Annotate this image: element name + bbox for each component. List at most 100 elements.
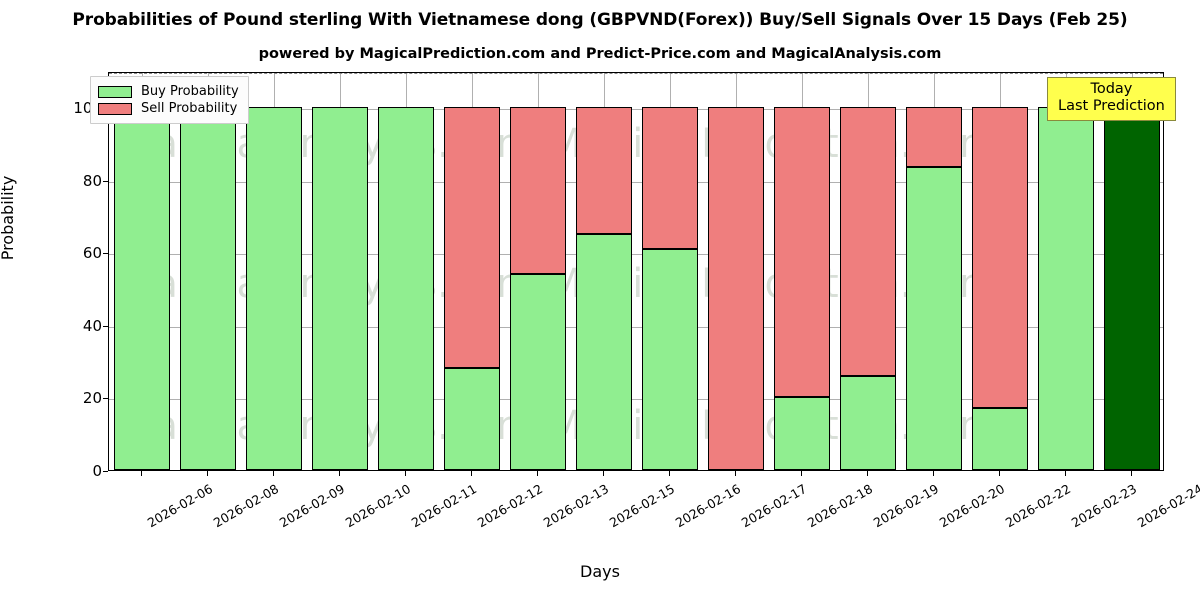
bar-segment-buy[interactable] [245, 107, 303, 470]
chart-title: Probabilities of Pound sterling With Vie… [72, 10, 1128, 30]
today-annotation-line2: Last Prediction [1058, 98, 1165, 115]
y-axis-tick-label: 0 [92, 462, 102, 480]
x-axis-tick-label: 2026-02-17 [738, 481, 810, 531]
x-axis-tick-label: 2026-02-11 [408, 481, 480, 531]
x-axis-tick-mark [669, 471, 670, 476]
x-axis-tick-mark [801, 471, 802, 476]
legend-item-label: Sell Probability [141, 101, 238, 116]
bar-segment-sell[interactable] [905, 107, 963, 168]
bar-column[interactable] [113, 73, 171, 470]
today-annotation: Today Last Prediction [1047, 77, 1176, 122]
bar-column[interactable] [773, 73, 831, 470]
x-axis-tick-label: 2026-02-22 [1002, 481, 1074, 531]
x-axis-tick-label: 2026-02-09 [276, 481, 348, 531]
x-axis-tick-label: 2026-02-08 [210, 481, 282, 531]
x-axis-tick-label: 2026-02-13 [540, 481, 612, 531]
bar-segment-sell[interactable] [773, 107, 831, 398]
bar-segment-sell[interactable] [443, 107, 501, 369]
x-axis-tick-label: 2026-02-16 [672, 481, 744, 531]
y-axis-tick-mark [103, 253, 108, 255]
x-axis-tick-mark [537, 471, 538, 476]
y-axis-tick-mark [103, 180, 108, 182]
bar-column[interactable] [1037, 73, 1095, 470]
bar-segment-buy[interactable] [773, 397, 831, 470]
x-axis-tick-label: 2026-02-12 [474, 481, 546, 531]
bar-column[interactable] [641, 73, 699, 470]
bar-column[interactable] [509, 73, 567, 470]
x-axis-tick-label: 2026-02-20 [936, 481, 1008, 531]
x-axis-tick-mark [603, 471, 604, 476]
bar-column[interactable] [179, 73, 237, 470]
bar-segment-buy[interactable] [179, 107, 237, 470]
bar-segment-buy[interactable] [575, 234, 633, 470]
bar-segment-buy[interactable] [1037, 107, 1095, 470]
x-axis-tick-mark [999, 471, 1000, 476]
today-annotation-line1: Today [1090, 81, 1133, 97]
x-axis-label: Days [580, 562, 620, 581]
legend-item-label: Buy Probability [141, 84, 239, 99]
x-axis-tick-label: 2026-02-06 [144, 481, 216, 531]
bar-column[interactable] [575, 73, 633, 470]
y-axis-tick-mark [103, 398, 108, 400]
bar-column[interactable] [707, 73, 765, 470]
x-axis-tick-mark [273, 471, 274, 476]
chart-subtitle: powered by MagicalPrediction.com and Pre… [258, 46, 942, 62]
y-axis-tick-mark [103, 471, 108, 472]
y-axis-tick-label: 60 [82, 244, 102, 263]
x-axis-tick-mark [471, 471, 472, 476]
bar-segment-buy[interactable] [641, 248, 699, 470]
bar-segment-buy[interactable] [839, 375, 897, 470]
bar-segment-sell[interactable] [575, 107, 633, 235]
bar-segment-sell[interactable] [707, 107, 765, 470]
x-axis-tick-mark [141, 471, 142, 476]
bar-segment-buy[interactable] [113, 107, 171, 470]
legend-swatch-icon [98, 102, 132, 115]
bar-segment-buy[interactable] [311, 107, 369, 470]
x-axis-tick-label: 2026-02-10 [342, 481, 414, 531]
x-axis-tick-mark [339, 471, 340, 476]
bar-segment-today[interactable] [1103, 107, 1161, 470]
bar-column[interactable] [245, 73, 303, 470]
bar-column[interactable] [311, 73, 369, 470]
x-axis-tick-mark [207, 471, 208, 476]
x-axis-tick-mark [1065, 471, 1066, 476]
bar-column[interactable] [839, 73, 897, 470]
gridline-horizontal [109, 109, 1163, 111]
x-axis-tick-mark [735, 471, 736, 476]
bar-segment-buy[interactable] [971, 408, 1029, 470]
plot-area: MagicalAnalysis.com MagicalPrediction.co… [108, 72, 1164, 471]
x-axis-tick-label: 2026-02-24 [1134, 481, 1200, 531]
chart-legend: Buy Probability Sell Probability [90, 76, 249, 124]
bar-column[interactable] [905, 73, 963, 470]
legend-item: Buy Probability [98, 83, 239, 100]
bar-column[interactable] [443, 73, 501, 470]
bar-segment-buy[interactable] [443, 368, 501, 470]
bar-segment-buy[interactable] [377, 107, 435, 470]
x-axis-tick-label: 2026-02-19 [870, 481, 942, 531]
y-axis-label: Probability [0, 175, 17, 261]
bar-column[interactable] [377, 73, 435, 470]
reference-line [109, 73, 1163, 74]
x-axis-tick-mark [867, 471, 868, 476]
x-axis-tick-label: 2026-02-15 [606, 481, 678, 531]
bar-column[interactable] [1103, 73, 1161, 470]
bar-segment-buy[interactable] [905, 167, 963, 470]
bar-segment-sell[interactable] [839, 107, 897, 376]
plot-inner: MagicalAnalysis.com MagicalPrediction.co… [109, 73, 1163, 470]
gridline-horizontal [109, 254, 1163, 256]
y-axis-tick-label: 40 [82, 316, 102, 335]
bar-segment-buy[interactable] [509, 274, 567, 470]
y-axis-tick-mark [103, 325, 108, 327]
bar-segment-sell[interactable] [509, 107, 567, 275]
x-axis-tick-label: 2026-02-23 [1068, 481, 1140, 531]
legend-swatch-icon [98, 85, 132, 98]
gridline-horizontal [109, 399, 1163, 401]
bar-column[interactable] [971, 73, 1029, 470]
y-axis-tick-label: 80 [82, 171, 102, 190]
gridline-horizontal [109, 181, 1163, 183]
bar-segment-sell[interactable] [641, 107, 699, 249]
bar-segment-sell[interactable] [971, 107, 1029, 409]
gridline-horizontal [109, 326, 1163, 328]
x-axis-tick-label: 2026-02-18 [804, 481, 876, 531]
